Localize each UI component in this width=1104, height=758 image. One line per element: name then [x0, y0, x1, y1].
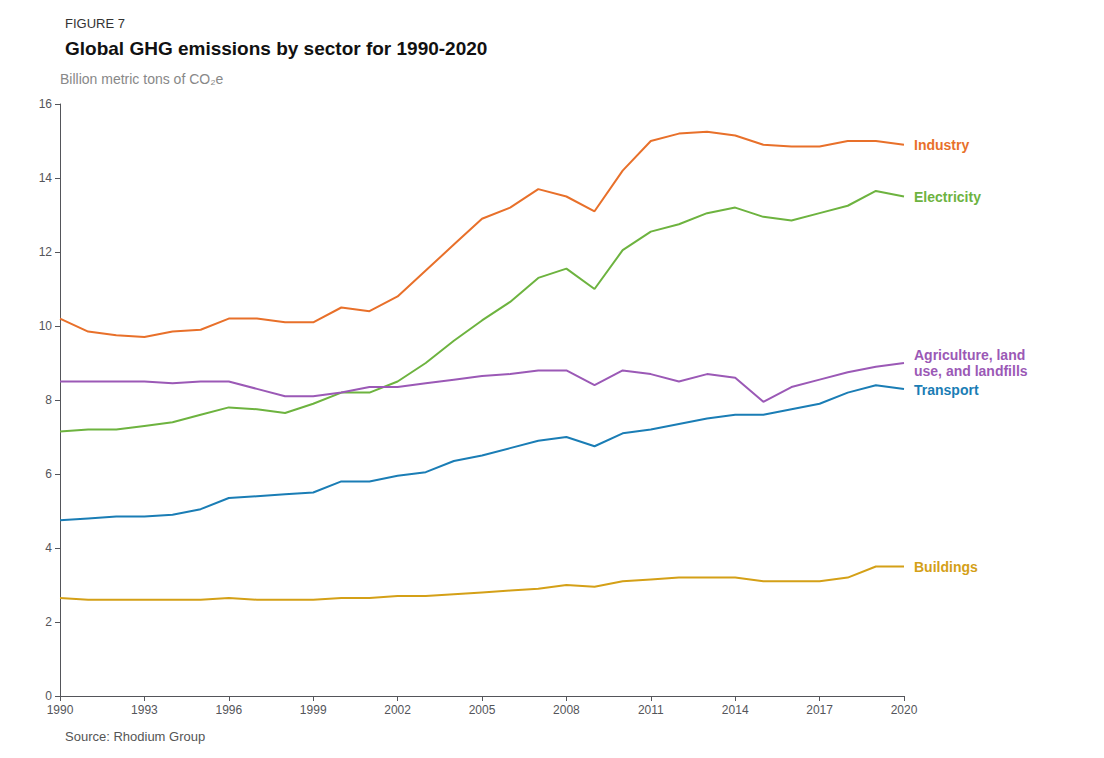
svg-text:FIGURE 7: FIGURE 7	[65, 16, 125, 31]
svg-text:2005: 2005	[469, 703, 496, 717]
svg-text:12: 12	[39, 245, 53, 259]
svg-text:16: 16	[39, 97, 53, 111]
svg-text:2017: 2017	[806, 703, 833, 717]
svg-text:Industry: Industry	[914, 137, 969, 153]
svg-text:use, and landfills: use, and landfills	[914, 363, 1028, 379]
svg-text:Electricity: Electricity	[914, 189, 981, 205]
svg-text:4: 4	[45, 541, 52, 555]
svg-text:Billion metric tons of CO₂e: Billion metric tons of CO₂e	[60, 71, 224, 87]
svg-text:Global GHG emissions by sector: Global GHG emissions by sector for 1990-…	[65, 38, 487, 59]
svg-text:6: 6	[45, 467, 52, 481]
svg-text:2008: 2008	[553, 703, 580, 717]
svg-text:1990: 1990	[47, 703, 74, 717]
svg-text:2: 2	[45, 615, 52, 629]
svg-text:Transport: Transport	[914, 382, 979, 398]
svg-text:Source: Rhodium Group: Source: Rhodium Group	[65, 729, 205, 744]
svg-text:2011: 2011	[638, 703, 664, 717]
svg-text:8: 8	[45, 393, 52, 407]
svg-text:10: 10	[39, 319, 53, 333]
svg-text:14: 14	[39, 171, 53, 185]
svg-text:Buildings: Buildings	[914, 559, 978, 575]
svg-text:0: 0	[45, 689, 52, 703]
svg-text:2020: 2020	[891, 703, 918, 717]
svg-text:1999: 1999	[300, 703, 327, 717]
svg-text:2014: 2014	[722, 703, 749, 717]
svg-text:Agriculture, land: Agriculture, land	[914, 347, 1025, 363]
svg-text:2002: 2002	[384, 703, 411, 717]
svg-text:1993: 1993	[131, 703, 158, 717]
svg-text:1996: 1996	[215, 703, 242, 717]
